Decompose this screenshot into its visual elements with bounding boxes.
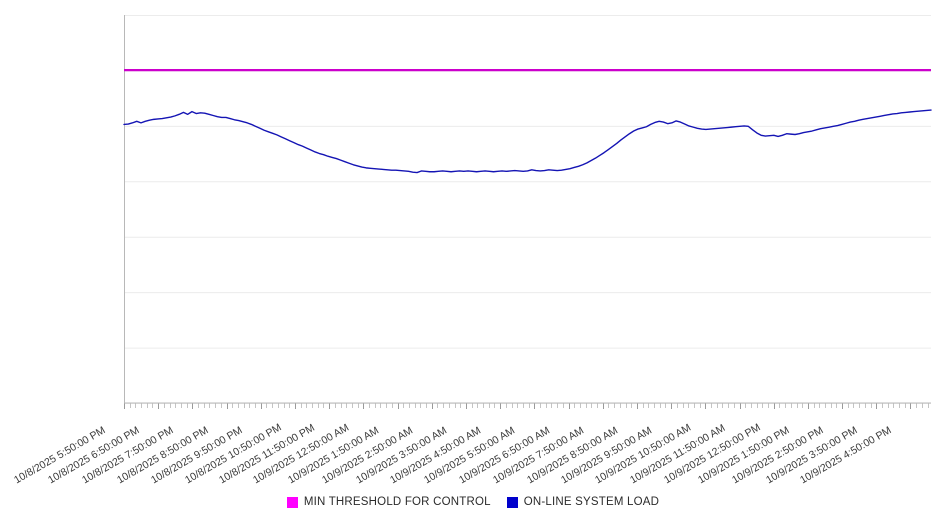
legend-entry[interactable]: ON-LINE SYSTEM LOAD — [506, 496, 660, 508]
x-axis-ticks — [124, 403, 929, 409]
horizontal-gridlines — [124, 15, 931, 404]
online-system-load-series — [123, 109, 932, 174]
legend-label: MIN THRESHOLD FOR CONTROL — [303, 496, 491, 508]
legend-entry[interactable]: MIN THRESHOLD FOR CONTROL — [286, 496, 491, 508]
legend-label: ON-LINE SYSTEM LOAD — [523, 496, 660, 508]
plot-area — [123, 15, 932, 409]
legend-color-swatch — [286, 496, 298, 508]
chart-legend: MIN THRESHOLD FOR CONTROL ON-LINE SYSTEM … — [0, 496, 946, 508]
legend-color-swatch — [506, 496, 518, 508]
